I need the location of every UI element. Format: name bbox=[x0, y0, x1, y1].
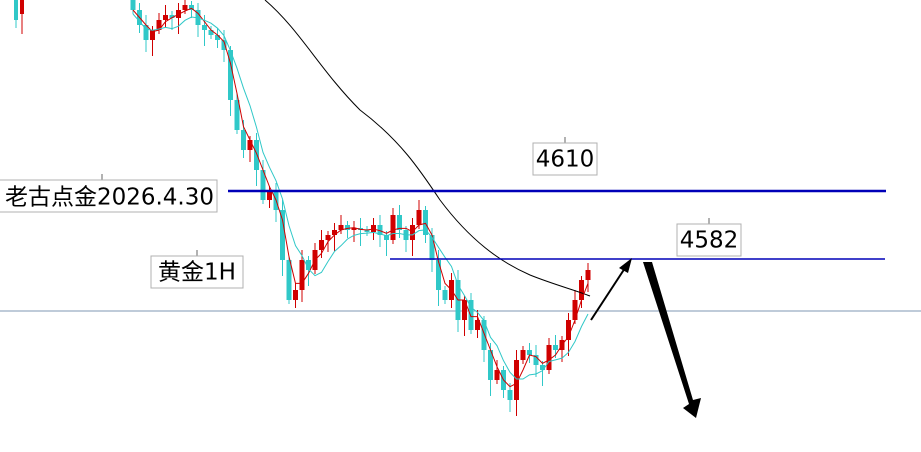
candle bbox=[299, 260, 305, 290]
candle bbox=[345, 225, 350, 230]
candle bbox=[553, 345, 558, 350]
candle bbox=[475, 320, 480, 330]
candle bbox=[286, 260, 292, 300]
candle bbox=[228, 50, 233, 100]
candle bbox=[150, 30, 155, 40]
candle bbox=[390, 215, 396, 240]
candle bbox=[462, 300, 467, 320]
candle bbox=[546, 345, 552, 370]
candle bbox=[130, 0, 136, 10]
candle bbox=[468, 300, 474, 330]
candle bbox=[189, 5, 194, 10]
candle bbox=[156, 20, 162, 30]
label-box bbox=[532, 142, 598, 176]
candle bbox=[384, 235, 389, 240]
candle bbox=[293, 290, 298, 300]
arrow-head bbox=[619, 258, 632, 273]
candle bbox=[436, 260, 441, 290]
candle bbox=[520, 350, 526, 360]
candle bbox=[397, 215, 402, 230]
candle bbox=[254, 140, 259, 170]
candle bbox=[579, 280, 584, 300]
candle bbox=[514, 360, 519, 400]
candle bbox=[351, 228, 357, 230]
arrow-down bbox=[643, 262, 701, 418]
candle bbox=[533, 355, 539, 365]
candle bbox=[169, 15, 175, 18]
candle bbox=[410, 225, 415, 240]
label-box bbox=[150, 255, 244, 289]
candle bbox=[163, 15, 168, 20]
candle bbox=[585, 270, 591, 280]
candle bbox=[364, 230, 370, 232]
candle bbox=[221, 40, 227, 50]
candle bbox=[507, 390, 513, 400]
candle bbox=[234, 100, 240, 130]
moving-average-short bbox=[132, 7, 589, 388]
candle bbox=[566, 320, 571, 340]
arrow-up bbox=[590, 267, 626, 321]
candle bbox=[338, 225, 344, 230]
candle bbox=[540, 365, 545, 370]
candle bbox=[241, 130, 246, 150]
candle bbox=[481, 320, 487, 350]
candle bbox=[182, 5, 188, 10]
moving-average-long bbox=[264, 0, 591, 297]
candle bbox=[429, 235, 435, 260]
candle bbox=[442, 290, 448, 300]
candle bbox=[494, 370, 500, 380]
author-label: 老古点金2026.4.30 bbox=[5, 185, 214, 211]
candle bbox=[377, 225, 383, 235]
candle bbox=[260, 170, 266, 200]
candle bbox=[280, 210, 285, 260]
candle bbox=[319, 240, 324, 250]
candle bbox=[527, 350, 532, 355]
candle bbox=[267, 190, 272, 200]
candle bbox=[143, 25, 149, 40]
candle bbox=[423, 210, 428, 235]
candle bbox=[332, 230, 337, 235]
label-box bbox=[676, 223, 742, 257]
label-box bbox=[0, 179, 218, 213]
candle bbox=[208, 30, 214, 35]
candle bbox=[306, 260, 311, 270]
candle bbox=[416, 210, 422, 225]
level-label: 4582 bbox=[680, 228, 739, 254]
candle bbox=[488, 350, 493, 380]
candle bbox=[572, 300, 578, 320]
symbol-label: 黄金1H bbox=[158, 260, 236, 286]
candle bbox=[215, 35, 220, 40]
moving-average-mid bbox=[132, 13, 589, 380]
candle bbox=[202, 25, 207, 30]
candle bbox=[325, 235, 331, 240]
candle bbox=[247, 140, 253, 150]
level-label: 4610 bbox=[536, 147, 595, 173]
